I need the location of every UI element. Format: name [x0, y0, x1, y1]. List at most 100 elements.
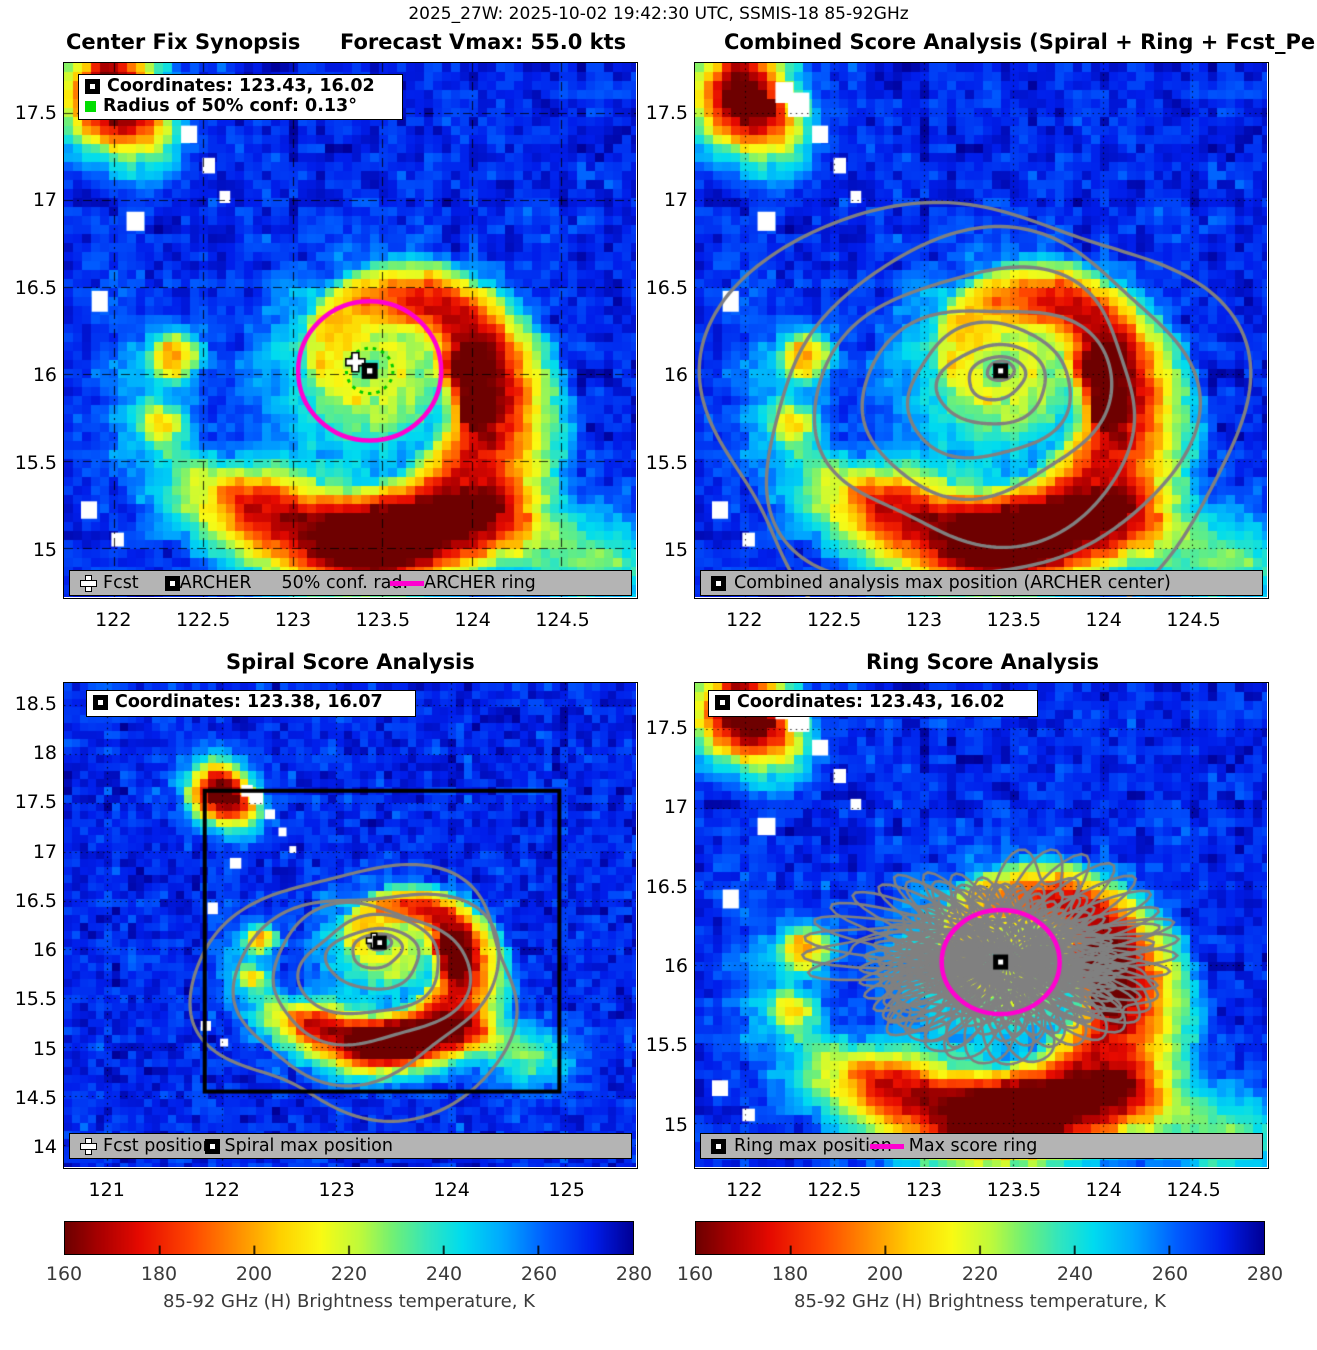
max-score-ring-line-icon	[869, 1143, 904, 1149]
y-tick-label: 18.5	[14, 692, 57, 715]
y-tick-label: 15.5	[14, 451, 57, 474]
x-tick-label: 122	[95, 609, 132, 631]
panel-title-center-fix-right: Forecast Vmax: 55.0 kts	[340, 30, 627, 54]
plot-spiral-score[interactable]	[63, 682, 638, 1169]
x-tick-label: 124.5	[535, 609, 590, 631]
colorbar-tick-label: 200	[235, 1263, 273, 1285]
legend-item-combined-max: Combined analysis max position (ARCHER c…	[711, 573, 1171, 593]
x-tick-label: 124	[454, 609, 491, 631]
x-tick-label: 121	[88, 1179, 125, 1201]
x-tick-label: 122.5	[806, 1179, 862, 1201]
colorbar-right	[695, 1221, 1265, 1255]
colorbar-tick-label: 220	[961, 1263, 999, 1285]
panel-title-ring: Ring Score Analysis	[866, 650, 1100, 674]
colorbar-left	[64, 1221, 634, 1255]
legend-spiral-coordinates: Coordinates: 123.38, 16.07	[86, 690, 416, 717]
y-tick-label: 17	[663, 189, 688, 212]
y-tick-label: 17.5	[645, 717, 688, 739]
x-tick-label: 123.5	[986, 609, 1042, 631]
legend-center-fix-bottom: Fcst ARCHER 50% conf. rad. ARCHER ring	[69, 570, 632, 596]
x-tick-label: 124.5	[1166, 609, 1221, 631]
x-tick-label: 122	[726, 609, 763, 631]
y-tick-label: 16.5	[645, 276, 688, 299]
brightness-temperature-raster-spiral	[64, 683, 636, 1167]
x-tick-label: 122	[726, 1179, 763, 1201]
y-tick-label: 14.5	[14, 1087, 57, 1110]
y-tick-label: 15.5	[645, 1034, 688, 1057]
x-tick-label: 123	[905, 1179, 943, 1201]
figure-suptitle: 2025_27W: 2025-10-02 19:42:30 UTC, SSMIS…	[408, 4, 909, 24]
colorbar-tick-label: 260	[1151, 1263, 1189, 1285]
ring-max-square-icon	[711, 1138, 726, 1154]
plot-combined-score[interactable]	[694, 62, 1269, 599]
x-tick-label: 122	[203, 1179, 240, 1201]
colorbar-right-label: 85-92 GHz (H) Brightness temperature, K	[794, 1291, 1166, 1312]
legend-item-ring-max: Ring max position	[711, 1136, 892, 1156]
spiral-max-square-icon	[204, 1138, 220, 1154]
colorbar-tick-label: 180	[771, 1263, 809, 1285]
x-tick-label: 124	[1085, 609, 1122, 631]
y-tick-label: 17	[32, 189, 57, 212]
y-tick-label: 17	[32, 840, 57, 863]
x-tick-label: 122.5	[806, 609, 862, 631]
x-tick-label: 123	[274, 609, 312, 631]
legend-item-fcst-position: Fcst position	[80, 1136, 214, 1156]
legend-ring-coordinates: Coordinates: 123.43, 16.02	[708, 690, 1038, 717]
colorbar-tick-label: 240	[425, 1263, 463, 1285]
y-tick-label: 18	[32, 741, 57, 764]
colorbar-tick-label: 160	[676, 1263, 714, 1285]
brightness-temperature-raster-ring	[695, 683, 1267, 1167]
legend-item-max-score-ring: Max score ring	[869, 1136, 1037, 1156]
x-tick-label: 123	[905, 609, 943, 631]
x-tick-label: 125	[548, 1179, 585, 1201]
x-tick-label: 124	[433, 1179, 470, 1201]
x-tick-label: 124	[1085, 1179, 1122, 1201]
archer-marker-icon	[85, 79, 100, 95]
y-tick-label: 16	[32, 939, 57, 962]
panel-title-spiral: Spiral Score Analysis	[226, 650, 475, 674]
y-tick-label: 16	[663, 364, 688, 387]
legend-item-spiral-max: Spiral max position	[204, 1136, 393, 1156]
colorbar-tick-label: 280	[615, 1263, 653, 1285]
fcst-position-cross-icon	[80, 1137, 97, 1155]
x-tick-label: 123	[318, 1179, 355, 1201]
legend-item-fcst: Fcst	[80, 573, 139, 593]
y-tick-label: 16	[32, 364, 57, 387]
y-tick-label: 17.5	[645, 101, 688, 124]
colorbar-tick-label: 180	[140, 1263, 178, 1285]
legend-combined-bottom: Combined analysis max position (ARCHER c…	[700, 570, 1263, 596]
y-tick-label: 16.5	[14, 276, 57, 299]
y-tick-label: 17.5	[14, 101, 57, 124]
conf-radius-marker-icon	[85, 100, 96, 112]
panel-title-combined: Combined Score Analysis (Spiral + Ring +…	[724, 30, 1316, 54]
y-tick-label: 15	[32, 1037, 57, 1060]
colorbar-tick-label: 160	[45, 1263, 83, 1285]
fcst-cross-icon	[80, 574, 97, 592]
y-tick-label: 16	[663, 954, 688, 977]
y-tick-label: 15.5	[14, 988, 57, 1011]
x-tick-label: 122.5	[175, 609, 231, 631]
legend-ring-bottom: Ring max position Max score ring	[700, 1133, 1263, 1159]
legend-item-archer: ARCHER	[164, 573, 252, 593]
y-tick-label: 17.5	[14, 791, 57, 814]
y-tick-label: 16.5	[14, 889, 57, 912]
x-tick-label: 124.5	[1166, 1179, 1221, 1201]
colorbar-tick-label: 200	[866, 1263, 904, 1285]
colorbar-tick-label: 260	[520, 1263, 558, 1285]
plot-center-fix[interactable]	[63, 62, 638, 599]
brightness-temperature-raster-center-fix	[64, 63, 636, 597]
y-tick-label: 15	[32, 539, 57, 562]
colorbar-tick-label: 240	[1056, 1263, 1094, 1285]
colorbar-tick-label: 280	[1246, 1263, 1284, 1285]
colorbar-tick-label: 220	[330, 1263, 368, 1285]
y-tick-label: 15.5	[645, 451, 688, 474]
legend-center-fix-coordinates: Coordinates: 123.43, 16.02 Radius of 50%…	[78, 74, 403, 121]
plot-ring-score[interactable]	[694, 682, 1269, 1169]
x-tick-label: 123.5	[355, 609, 411, 631]
archer-ring-line-icon	[390, 580, 425, 586]
y-tick-label: 14	[32, 1136, 57, 1159]
x-tick-label: 123.5	[986, 1179, 1042, 1201]
colorbar-left-label: 85-92 GHz (H) Brightness temperature, K	[163, 1291, 535, 1312]
legend-item-archer-ring: ARCHER ring	[390, 573, 536, 593]
y-tick-label: 16.5	[645, 875, 688, 898]
